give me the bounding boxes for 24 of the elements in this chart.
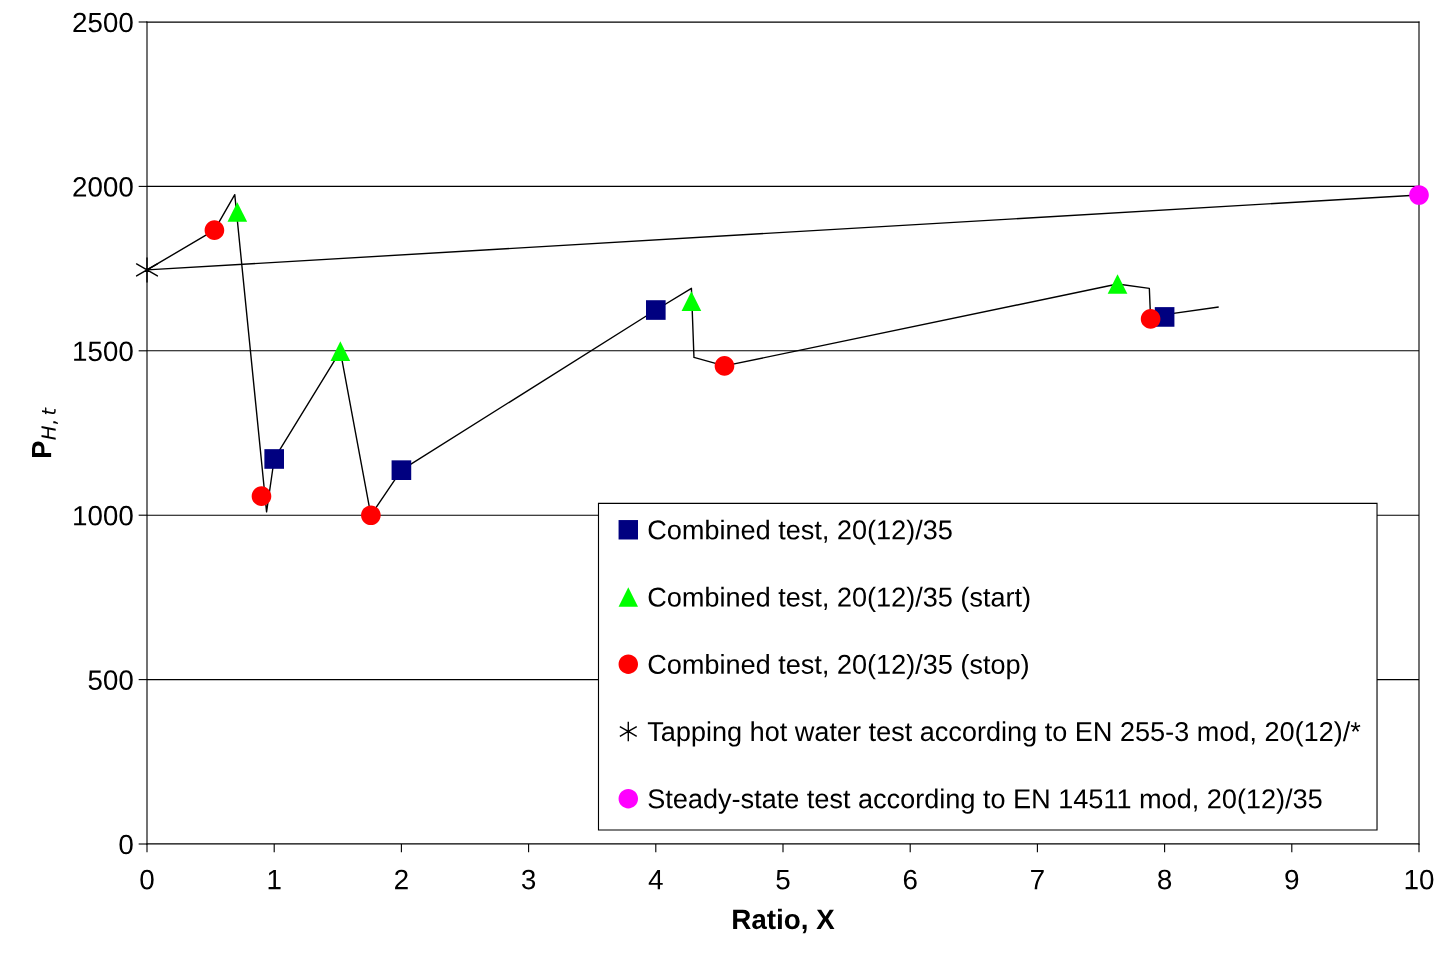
x-tick-label: 6 <box>903 869 917 890</box>
x-tick-label: 1 <box>268 870 281 890</box>
x-tick-label: 2 <box>395 869 408 890</box>
legend-label: Tapping hot water test according to EN 255-3 mod, 20(12)/* <box>647 721 1361 747</box>
x-tick-label: 9 <box>1285 869 1299 890</box>
x-tick-label: 10 <box>1405 869 1434 890</box>
legend-label: Steady-state test according to EN 14511 mod, 20(12)/35 <box>648 788 1322 814</box>
y-tick-label: 2500 <box>73 12 133 33</box>
x-tick-label: 7 <box>1031 870 1044 890</box>
y-tick-label: 0 <box>119 834 133 855</box>
y-tick-label: 1000 <box>74 505 133 526</box>
x-tick-label: 5 <box>776 870 790 890</box>
x-tick-label: 0 <box>140 869 154 890</box>
y-axis-title: P$_{H,t}$ <box>32 407 58 458</box>
y-tick-label: 2000 <box>73 177 133 197</box>
x-tick-label: 8 <box>1158 869 1172 890</box>
y-tick-label: 500 <box>88 670 133 690</box>
legend-label: Combined test, 20(12)/35 (stop) <box>648 654 1028 680</box>
legend-label: Combined test, 20(12)/35 <box>648 519 952 545</box>
y-tick-label: 1500 <box>74 341 133 362</box>
legend-label: Combined test, 20(12)/35 (start) <box>648 586 1030 613</box>
x-tick-label: 4 <box>648 870 663 890</box>
x-axis-title: Ratio, X <box>733 908 835 934</box>
x-tick-label: 3 <box>521 869 536 890</box>
